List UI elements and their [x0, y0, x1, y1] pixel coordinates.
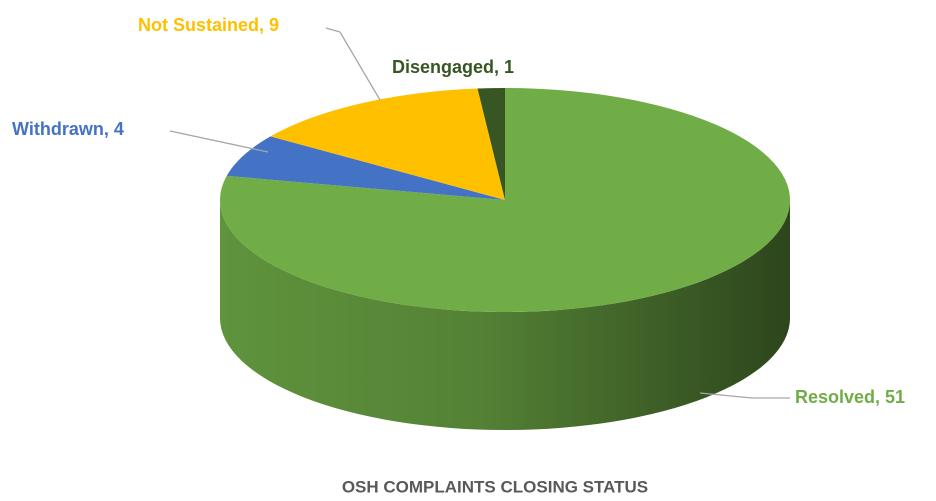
data-label: Resolved, 51 — [795, 387, 905, 407]
chart-title: OSH COMPLAINTS CLOSING STATUS — [342, 477, 648, 496]
slice — [226, 136, 505, 200]
slice — [220, 88, 791, 313]
leader-line — [325, 27, 381, 101]
side-shade — [220, 200, 790, 430]
data-label: Not Sustained, 9 — [138, 15, 279, 35]
slice — [477, 88, 505, 200]
data-label: Disengaged, 1 — [392, 57, 514, 77]
data-label: Withdrawn, 4 — [12, 119, 124, 139]
slice — [270, 88, 505, 200]
leader-line — [699, 392, 790, 399]
leader-line — [169, 130, 269, 153]
